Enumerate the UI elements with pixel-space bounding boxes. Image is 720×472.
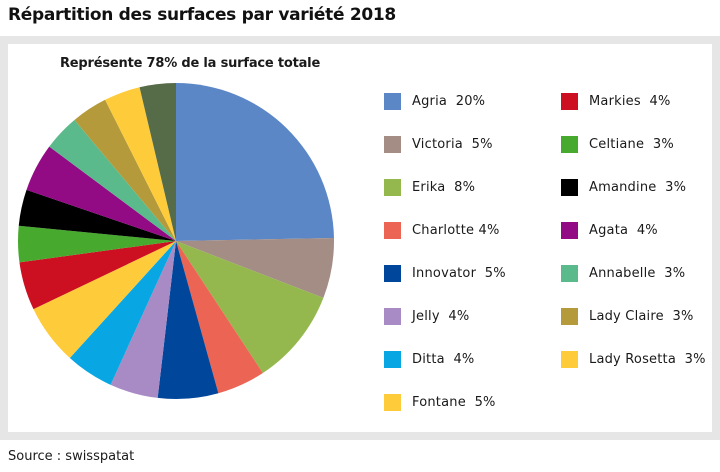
legend-label: Agata 4% <box>589 222 658 238</box>
chart-subtitle: Représente 78% de la surface totale <box>60 56 321 71</box>
legend-item-charlotte: Charlotte 4% <box>384 221 500 239</box>
legend-label: Lady Rosetta 3% <box>589 351 706 367</box>
legend-swatch <box>384 393 401 411</box>
pie-slice-amandine <box>18 189 176 241</box>
legend-swatch <box>384 135 401 153</box>
pie-slice-lady-claire <box>74 99 176 241</box>
legend-label: Lady Claire 3% <box>589 308 694 324</box>
pie-slice-celtiane <box>17 225 176 263</box>
legend-item-agria: Agria 20% <box>384 92 485 110</box>
legend-label: Amandine 3% <box>589 179 687 195</box>
legend-item-markies: Markies 4% <box>561 92 671 110</box>
legend-swatch <box>561 350 578 368</box>
pie-slice-agria <box>176 83 334 241</box>
legend-item-victoria: Victoria 5% <box>384 135 493 153</box>
legend-label: Ditta 4% <box>412 351 475 367</box>
legend-label: Annabelle 3% <box>589 265 686 281</box>
legend-label: Agria 20% <box>412 93 486 109</box>
legend-item-ditta: Ditta 4% <box>384 350 474 368</box>
pie-slice-agata <box>26 146 177 241</box>
legend-swatch <box>561 307 578 325</box>
chart-frame: Représente 78% de la surface totale Agri… <box>0 36 720 440</box>
pie-slice-innovator <box>157 241 219 399</box>
legend-label: Erika 8% <box>412 179 476 195</box>
legend-swatch <box>561 264 578 282</box>
pie-slice-unlabeled <box>139 83 176 241</box>
legend-item-celtiane: Celtiane 3% <box>561 135 674 153</box>
legend-swatch <box>561 135 578 153</box>
legend-label: Jelly 4% <box>412 308 470 324</box>
legend-item-erika: Erika 8% <box>384 178 475 196</box>
source-note: Source : swisspatat <box>8 449 135 464</box>
pie-slice-victoria <box>176 237 334 298</box>
legend-swatch <box>384 92 401 110</box>
legend-item-innovator: Innovator 5% <box>384 264 506 282</box>
legend-item-agata: Agata 4% <box>561 221 658 239</box>
legend-item-amandine: Amandine 3% <box>561 178 686 196</box>
legend-swatch <box>384 178 401 196</box>
legend-label: Markies 4% <box>589 93 671 109</box>
chart-panel: Représente 78% de la surface totale Agri… <box>8 44 712 432</box>
legend-label: Charlotte 4% <box>412 222 500 238</box>
legend-swatch <box>384 350 401 368</box>
pie-slice-fontane <box>33 241 177 359</box>
pie-slice-erika <box>176 241 324 374</box>
legend-swatch <box>384 307 401 325</box>
legend-swatch <box>561 221 578 239</box>
pie-slice-jelly <box>110 241 176 398</box>
chart-title: Répartition des surfaces par variété 201… <box>8 5 396 25</box>
legend-swatch <box>561 178 578 196</box>
legend-label: Celtiane 3% <box>589 136 674 152</box>
legend-item-lady-rosetta: Lady Rosetta 3% <box>561 350 706 368</box>
legend-swatch <box>561 92 578 110</box>
legend-swatch <box>384 221 401 239</box>
pie-slice-lady-rosetta <box>105 87 176 241</box>
legend-item-annabelle: Annabelle 3% <box>561 264 685 282</box>
legend-item-jelly: Jelly 4% <box>384 307 469 325</box>
legend-swatch <box>384 264 401 282</box>
pie-chart <box>17 83 334 399</box>
pie-slice-ditta <box>69 241 176 385</box>
legend-label: Victoria 5% <box>412 136 493 152</box>
pie-slice-markies <box>19 241 177 310</box>
legend-label: Fontane 5% <box>412 394 496 410</box>
pie-slice-annabelle <box>49 119 177 241</box>
legend-label: Innovator 5% <box>412 265 506 281</box>
legend-item-fontane: Fontane 5% <box>384 393 496 411</box>
legend-item-lady-claire: Lady Claire 3% <box>561 307 694 325</box>
pie-slice-charlotte <box>176 241 263 394</box>
